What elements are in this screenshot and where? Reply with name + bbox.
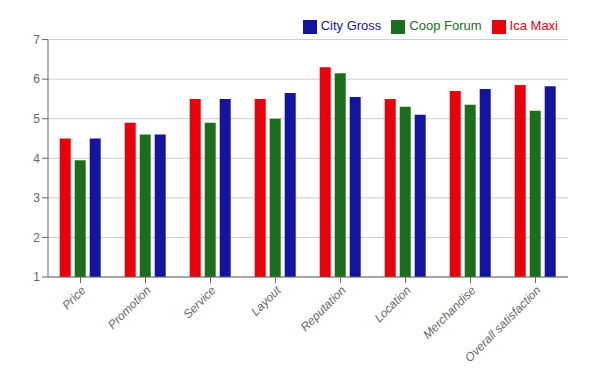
svg-text:5: 5 [33, 112, 40, 126]
svg-text:Service: Service [180, 283, 218, 321]
svg-text:Overall satisfaction: Overall satisfaction [462, 283, 544, 365]
svg-text:Reputation: Reputation [298, 283, 349, 334]
svg-text:Promotion: Promotion [105, 283, 154, 332]
svg-text:Merchandise: Merchandise [420, 283, 479, 342]
svg-text:6: 6 [33, 72, 40, 86]
html-text:City Gross: City Gross [320, 18, 382, 33]
svg-text:4: 4 [33, 152, 40, 166]
svg-text:3: 3 [33, 191, 40, 205]
svg-text:7: 7 [33, 33, 40, 47]
html-text:Ica Maxi: Ica Maxi [509, 18, 558, 33]
svg-text:Layout: Layout [248, 283, 284, 319]
html-text:Coop Forum: Coop Forum [409, 18, 482, 33]
svg-text:Location: Location [372, 283, 414, 325]
svg-text:Price: Price [59, 283, 88, 312]
svg-text:2: 2 [33, 231, 40, 245]
svg-text:1: 1 [33, 270, 40, 284]
